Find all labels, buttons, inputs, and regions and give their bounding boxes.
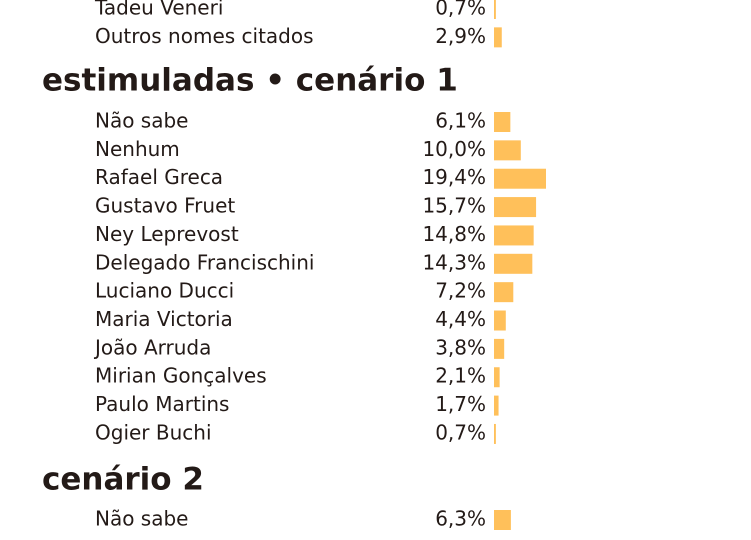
row-label: Mirian Gonçalves [95,364,267,388]
row-label: Ogier Buchi [95,420,212,444]
bar [494,510,511,530]
value-label: 15,7% [422,194,486,218]
value-label: 19,4% [422,165,486,189]
row-label: Outros nomes citados [95,24,314,48]
bar [494,367,500,388]
row-label: Luciano Ducci [95,279,234,303]
section-title: estimuladas • cenário 1 [42,63,458,99]
row-label: Paulo Martins [95,392,229,416]
bar [494,253,533,274]
value-label: 2,1% [435,364,486,388]
row-label: Gustavo Fruet [95,194,235,218]
row-label: Tadeu Veneri [94,0,223,20]
value-label: 0,7% [435,0,486,20]
row-label: Não sabe [95,507,189,531]
bar [494,168,546,189]
section-title: cenário 2 [42,462,204,498]
bar [494,197,537,218]
value-label: 6,1% [435,109,486,133]
value-label: 7,2% [435,279,486,303]
value-label: 14,8% [422,222,486,246]
value-label: 14,3% [422,250,486,274]
row-label: Nenhum [95,137,180,161]
value-label: 1,7% [435,392,486,416]
bar [494,140,521,161]
row-label: Ney Leprevost [95,222,239,246]
bar [494,338,505,359]
bar [494,395,499,416]
bar [494,310,506,331]
value-label: 2,9% [435,24,486,48]
row-label: Maria Victoria [95,307,233,331]
value-label: 4,4% [435,307,486,331]
bar [494,112,511,132]
value-label: 0,7% [435,420,486,444]
row-label: Delegado Francischini [95,250,314,274]
row-label: Rafael Greca [95,165,223,189]
value-label: 3,8% [435,335,486,359]
row-label: João Arruda [93,335,211,359]
value-label: 10,0% [422,137,486,161]
value-label: 6,3% [435,507,486,531]
bar [494,225,534,246]
bar [494,423,496,444]
bar [494,282,514,303]
row-label: Não sabe [95,109,189,133]
bar [494,27,502,48]
bar [494,0,496,19]
